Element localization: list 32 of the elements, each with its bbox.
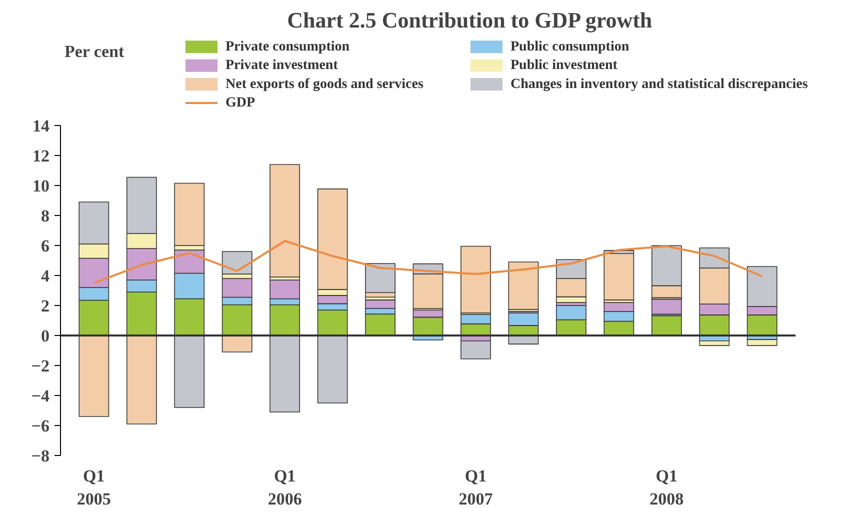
y-tick-label: 12 [32,146,50,166]
legend-label: Private consumption [226,39,350,54]
x-tick-label: Q1 2006 [268,466,302,508]
bar [746,339,778,346]
x-tick-label: Q1 2008 [650,466,684,508]
y-tick-label: 10 [32,176,50,196]
y-tick-label: −6 [31,416,50,436]
legend-label: Public consumption [510,39,630,54]
y-axis-title: Per cent [64,42,124,61]
legend-label: Private investment [226,58,338,74]
bar [270,164,300,278]
legend-label: Public investment [510,58,618,74]
x-tick-label: Q1 2007 [458,466,494,508]
bar [508,262,539,310]
y-tick-label: 8 [41,206,50,226]
y-tick-label: −4 [31,386,50,406]
y-tick-label: −2 [31,356,50,376]
bar [460,340,491,360]
line-series [92,240,764,284]
legend-label: GDP [226,96,256,111]
legend-label: Changes in inventory and statistical discrepancies [510,76,808,92]
legend-label: Net exports of goods and services [226,76,424,92]
chart-title: Chart 2.5 Contribution to GDP growth [287,8,652,32]
y-tick-label: 4 [41,266,50,286]
y-tick-label: 6 [41,236,50,256]
y-tick-label: −8 [31,446,50,466]
y-tick-label: 2 [41,296,50,316]
y-tick-label: 14 [32,116,50,136]
y-tick-label: 0 [41,326,50,346]
bar [699,340,730,346]
bar [604,253,634,300]
x-tick-label: Q1 2005 [76,466,111,508]
